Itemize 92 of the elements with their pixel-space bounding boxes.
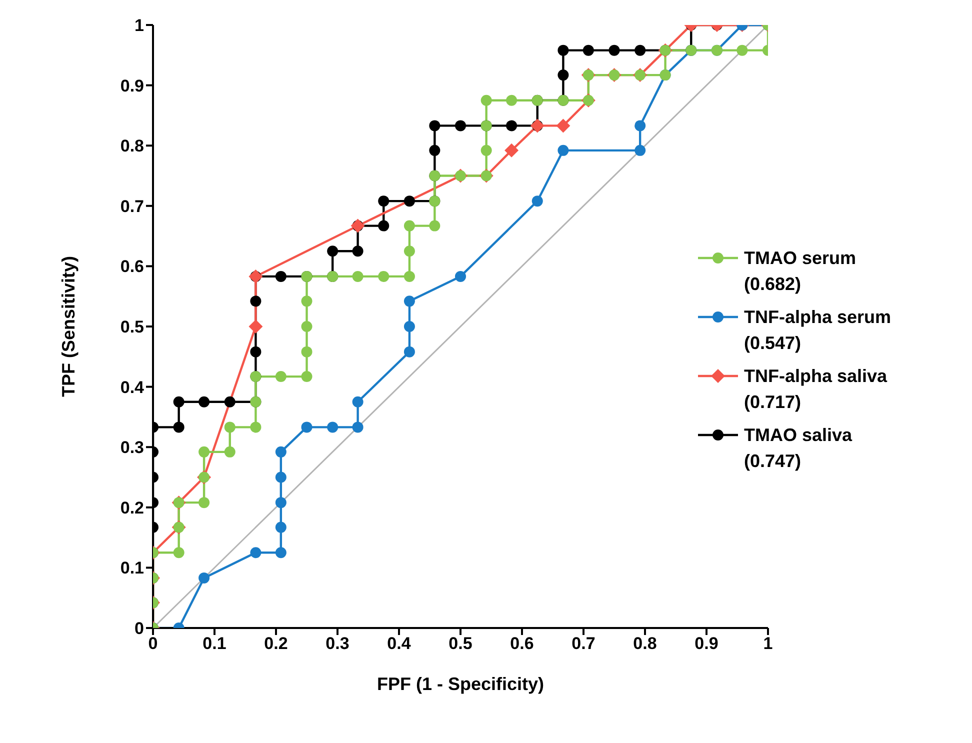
point [224,446,236,458]
point [455,270,466,282]
point [198,572,210,584]
point [506,120,518,132]
point [404,246,415,257]
point [250,422,262,433]
point [224,422,236,433]
point [634,44,646,56]
point [480,144,492,156]
x-tick-label: 0.7 [572,634,596,654]
point [404,346,415,358]
point [429,144,440,156]
point [404,270,415,282]
y-tick-label: 0 [134,619,144,638]
legend-label: TNF-alpha serum (0.547) [744,306,892,355]
point [248,320,263,334]
x-tick-label: 0.2 [264,634,288,654]
x-tick-label: 0.6 [510,634,534,654]
point [301,371,312,382]
x-tick-label: 1 [763,634,773,654]
point [301,346,312,358]
point [173,547,184,558]
point [378,220,390,232]
y-tick-label: 0.9 [120,76,144,96]
point [404,296,415,307]
x-tick-label: 0.9 [694,634,718,654]
point [378,196,390,207]
y-axis-title: TPF (Sensitivity) [58,256,78,398]
point [404,220,415,232]
y-tick-label: 1 [134,16,144,36]
point [275,446,286,458]
x-tick-label: 0.1 [202,634,226,654]
point [198,446,210,458]
point [352,396,364,408]
point [558,144,569,156]
point [224,396,236,408]
point [327,246,338,257]
point [173,422,184,433]
point [250,547,262,558]
x-axis-title: FPF (1 - Specificity) [376,674,544,694]
point [275,497,286,508]
x-tick-label: 0 [148,634,158,654]
y-tick-label: 0.3 [120,438,144,458]
y-tick-label: 0.7 [120,196,144,216]
point [504,143,519,158]
x-tick-label: 0.3 [326,634,350,654]
point [429,120,440,132]
y-tick-label: 0.8 [120,136,144,156]
point [352,270,364,282]
point [275,270,286,282]
point [275,547,286,558]
point [608,44,620,56]
point [480,94,492,106]
legend-label: TMAO serum (0.682) [744,247,858,296]
point [275,522,286,533]
point [556,118,570,133]
point [352,246,364,257]
point [429,220,440,232]
y-tick-label: 0.6 [120,257,144,276]
point [558,70,569,81]
x-tick-label: 0.4 [387,634,412,654]
point [173,396,184,408]
y-tick-label: 0.4 [120,378,145,397]
point [250,346,262,358]
point [455,120,466,132]
point [198,396,210,408]
point [404,196,415,207]
point [634,120,646,132]
point [301,422,312,433]
legend-label: TNF-alpha saliva (0.717) [744,365,888,414]
point [301,321,312,332]
point [634,144,646,156]
point [275,472,286,483]
point [198,497,210,508]
x-tick-label: 0.5 [448,634,472,654]
point [275,371,286,382]
point [558,44,569,56]
point [301,296,312,307]
point [327,422,338,433]
legend-label: TMAO saliva (0.747) [744,424,854,473]
y-tick-label: 0.2 [120,498,144,518]
point [352,422,364,433]
y-tick-label: 0.5 [120,318,144,337]
point [582,44,594,56]
point [404,321,415,332]
y-tick-label: 0.1 [120,558,144,578]
x-tick-label: 0.8 [633,634,657,654]
point [250,296,262,307]
point [506,94,518,106]
point [532,196,543,207]
point [736,44,748,56]
point [378,270,390,282]
